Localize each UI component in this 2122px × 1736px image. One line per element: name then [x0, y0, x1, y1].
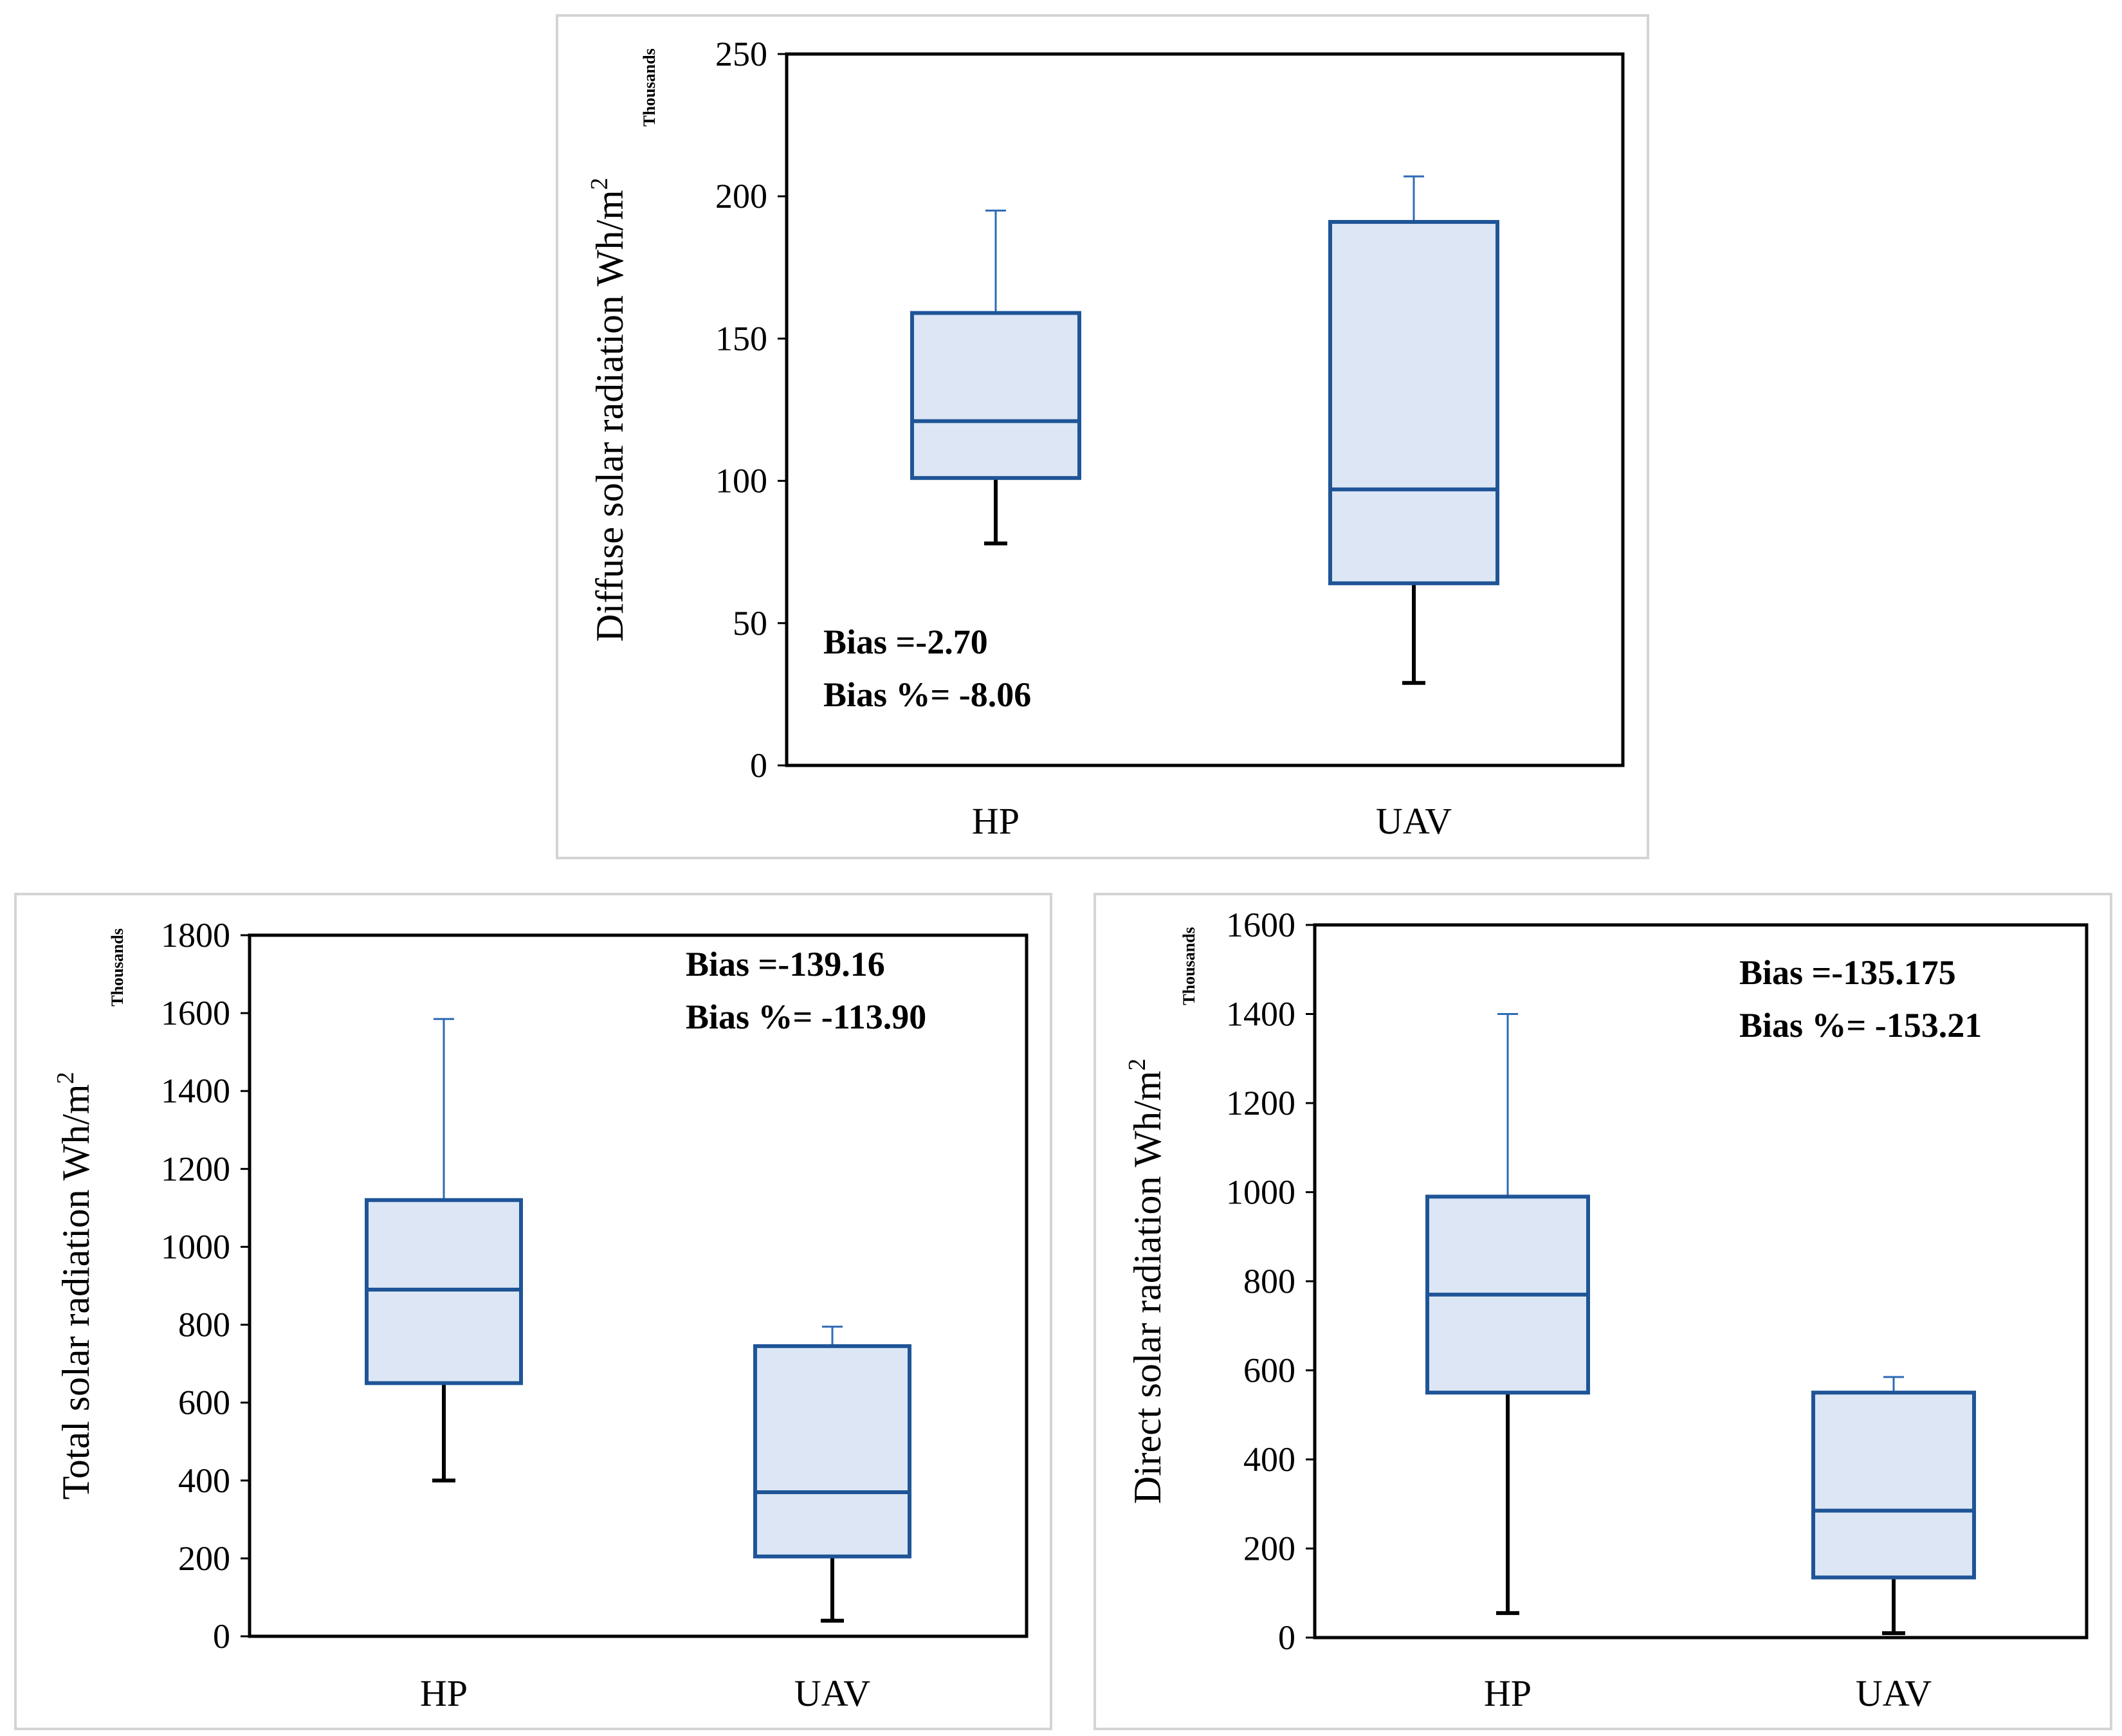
- box-iqr: [365, 1198, 523, 1385]
- diffuse-chart: 0 50 100 150 200 250 HP UAV Diffuse solar radiat…: [586, 35, 1625, 842]
- box-hp: [1425, 1013, 1590, 1615]
- direct-chart: 0 200 400 600 800 1000 1200 1400 1600 HP UAV Direct…: [1124, 906, 2089, 1714]
- y-tick-label: 600: [1243, 1351, 1295, 1390]
- box-uav: [1811, 1376, 1976, 1636]
- bias-annotation: Bias %= -8.06: [823, 675, 1031, 714]
- bias-annotation: Bias %= -153.21: [1739, 1006, 1982, 1045]
- y-tick-label: 100: [715, 462, 767, 500]
- y-tick-label: 200: [178, 1539, 230, 1578]
- y-axis-title: Diffuse solar radiation Wh/m2: [586, 178, 631, 642]
- box-iqr: [1328, 220, 1499, 585]
- bias-annotation: Bias =-135.175: [1739, 953, 1956, 992]
- y-tick-label: 200: [715, 177, 767, 215]
- y-tick-label: 1000: [1226, 1173, 1295, 1212]
- box-hp: [910, 209, 1081, 545]
- y-tick-label: 1600: [161, 994, 230, 1032]
- x-category-label: UAV: [1856, 1672, 1932, 1714]
- total-chart: 0 200 400 600 800 1000 1200 1400 1600 1800 HP UAV To…: [52, 916, 1029, 1714]
- y-unit-label: Thousands: [1180, 927, 1198, 1005]
- y-tick-label: 200: [1243, 1530, 1295, 1568]
- plot-frame: [248, 933, 1029, 1638]
- y-tick-label: 1000: [161, 1227, 230, 1266]
- box-uav: [1328, 175, 1499, 685]
- y-tick-label: 1200: [1226, 1084, 1295, 1122]
- y-tick-label: 400: [1243, 1440, 1295, 1479]
- box-iqr: [1811, 1391, 1976, 1580]
- y-axis-title: Direct solar radiation Wh/m2: [1124, 1059, 1169, 1504]
- bias-annotation: Bias %= -113.90: [686, 998, 926, 1036]
- y-tick-label: 50: [733, 604, 767, 643]
- box-uav: [753, 1326, 911, 1623]
- x-category-label: HP: [420, 1672, 468, 1714]
- y-tick-label: 800: [1243, 1262, 1295, 1301]
- y-tick-label: 1400: [1226, 995, 1295, 1034]
- x-category-label: HP: [972, 800, 1020, 842]
- y-axis-title: Total solar radiation Wh/m2: [52, 1072, 97, 1499]
- y-tick-label: 1800: [161, 916, 230, 955]
- x-category-label: UAV: [1376, 800, 1452, 842]
- y-tick-label: 800: [178, 1306, 230, 1344]
- y-tick-label: 0: [1278, 1618, 1295, 1657]
- y-unit-label: Thousands: [640, 48, 659, 126]
- x-category-label: UAV: [794, 1672, 870, 1714]
- y-tick-label: 600: [178, 1384, 230, 1422]
- box-iqr: [910, 311, 1081, 480]
- y-tick-label: 1200: [161, 1149, 230, 1188]
- total-chart-panel: 0 200 400 600 800 1000 1200 1400 1600 1800 HP UAV To…: [14, 893, 1052, 1730]
- y-tick-label: 0: [213, 1617, 230, 1656]
- y-unit-label: Thousands: [108, 928, 127, 1006]
- y-tick-label: 1600: [1226, 906, 1295, 944]
- y-tick-label: 150: [715, 319, 767, 358]
- box-iqr: [753, 1344, 911, 1558]
- y-tick-label: 250: [715, 35, 767, 73]
- direct-chart-panel: 0 200 400 600 800 1000 1200 1400 1600 HP UAV Direct…: [1093, 893, 2112, 1730]
- y-tick-label: 400: [178, 1461, 230, 1500]
- box-hp: [365, 1018, 523, 1483]
- y-tick-label: 1400: [161, 1072, 230, 1110]
- x-category-label: HP: [1484, 1672, 1532, 1714]
- bias-annotation: Bias =-139.16: [686, 945, 885, 983]
- bias-annotation: Bias =-2.70: [823, 623, 988, 661]
- plot-frame: [785, 52, 1625, 767]
- y-tick-label: 0: [750, 746, 767, 785]
- diffuse-chart-panel: 0 50 100 150 200 250 HP UAV Diffuse solar radiat…: [556, 14, 1649, 859]
